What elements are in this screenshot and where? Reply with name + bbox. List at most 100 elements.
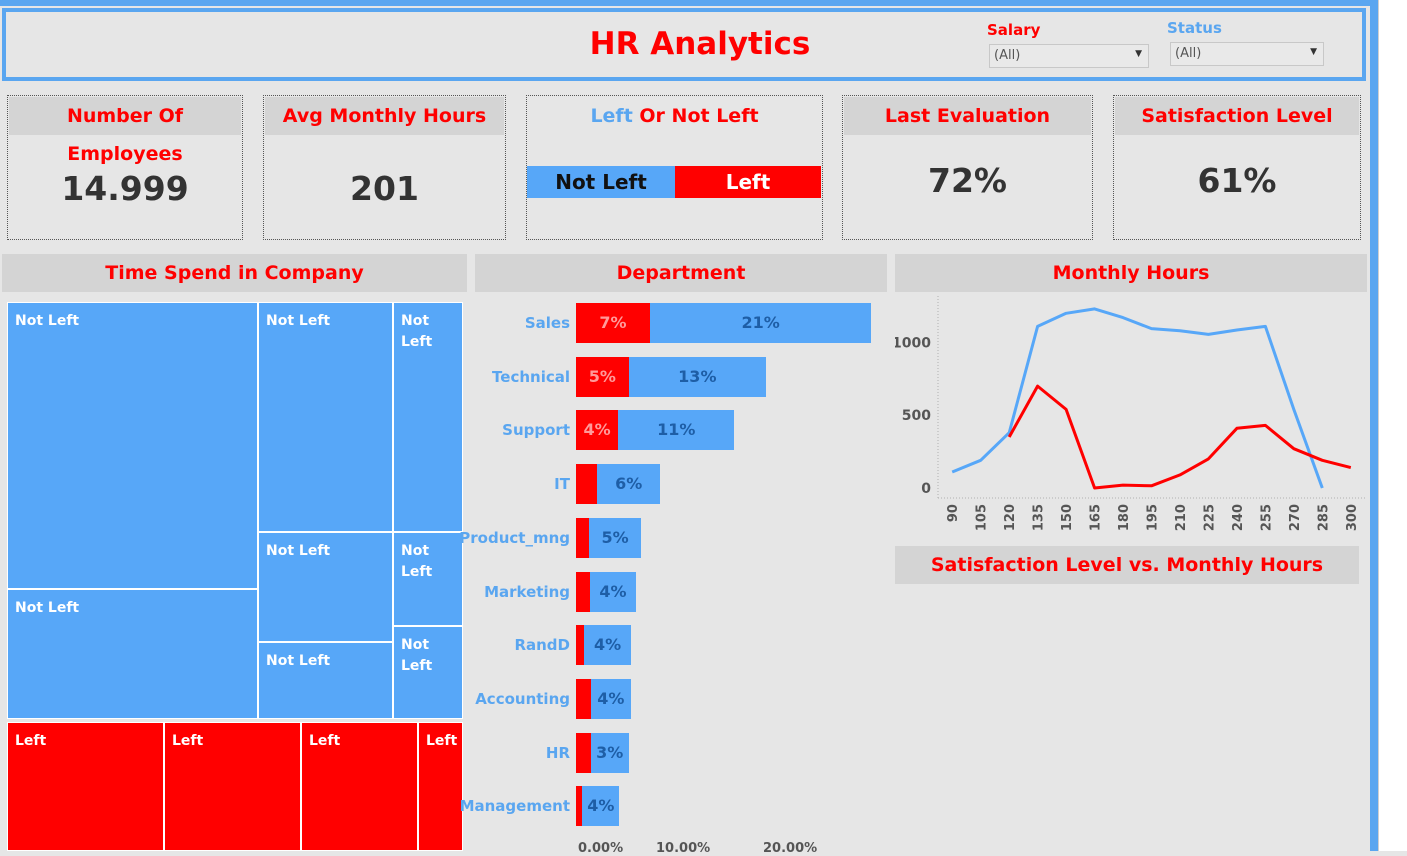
status-filter-value: (All) [1175, 46, 1202, 61]
x-tick-label: 180 [1117, 504, 1132, 531]
chevron-down-icon: ▼ [1310, 47, 1317, 57]
department-title: Department [475, 254, 887, 292]
bar-not-left-label: 13% [678, 366, 717, 386]
bar-not-left-label: 4% [599, 581, 627, 601]
treemap-cell-not-left[interactable]: Not Left [7, 302, 258, 589]
bar-left[interactable] [576, 303, 650, 343]
kpi-card-left-or-not: Left Or Not Left Not Left Left [526, 95, 823, 240]
bar-left[interactable] [576, 786, 583, 827]
bar-left[interactable] [576, 571, 590, 612]
treemap-cell-label: Left [15, 733, 47, 749]
salary-filter-label: Salary [987, 21, 1041, 39]
treemap-cell-label: Not Left [401, 313, 433, 350]
bar-not-left-label: 3% [596, 742, 624, 762]
x-tick-label: 195 [1146, 504, 1161, 531]
series-line-left [1007, 384, 1352, 490]
kpi-value: 72% [928, 161, 1007, 200]
status-filter-label: Status [1167, 19, 1222, 37]
x-tick-label: 90 [946, 504, 961, 522]
treemap-cell-label: Not Left [401, 637, 433, 674]
treemap-cell-label: Not Left [266, 543, 331, 559]
treemap-cell-left[interactable]: Left [7, 722, 164, 851]
treemap-cell-left[interactable]: Left [164, 722, 301, 851]
treemap-cell-not-left[interactable]: Not Left [393, 302, 463, 532]
bar-not-left[interactable] [584, 625, 631, 666]
treemap-cell-label: Left [426, 733, 458, 749]
bar-left[interactable] [576, 517, 589, 558]
kpi-value: 61% [1197, 161, 1277, 200]
x-tick-label: 240 [1231, 504, 1246, 531]
kpi-title-rest: Or Not Left [639, 105, 759, 127]
bar-not-left[interactable] [589, 571, 637, 612]
kpi-card-employees: Number Of Employees 14.999 [7, 95, 243, 240]
time-spend-title: Time Spend in Company [2, 254, 467, 292]
bar-not-left-label: 11% [657, 420, 696, 440]
dept-axis-tick: 20.00% [763, 841, 818, 856]
dashboard-frame-right [1370, 0, 1378, 851]
bar-not-left-label: 6% [615, 474, 643, 494]
y-tick-label: 0 [921, 481, 931, 497]
scatter-title: Satisfaction Level vs. Monthly Hours [895, 546, 1359, 584]
kpi-value: 14.999 [61, 169, 189, 208]
department-label: Support [502, 421, 570, 440]
department-label: Management [459, 797, 570, 816]
bar-not-left[interactable] [649, 303, 872, 343]
kpi-title: Left Or Not Left [527, 105, 822, 127]
treemap-cell-not-left[interactable]: Not Left [258, 302, 393, 532]
monthly-hours-title: Monthly Hours [895, 254, 1367, 292]
x-tick-label: 270 [1288, 504, 1303, 531]
treemap-cell-label: Not Left [266, 653, 331, 669]
treemap-cell-left[interactable]: Left [301, 722, 418, 851]
department-label: RandD [514, 636, 570, 655]
kpi-title: Last Evaluation [844, 97, 1091, 135]
treemap-cell-not-left[interactable]: Not Left [393, 626, 463, 719]
dept-axis-tick: 10.00% [656, 841, 711, 856]
bar-not-left-label: 4% [594, 635, 622, 655]
x-tick-label: 300 [1345, 504, 1360, 531]
treemap-cell-not-left[interactable]: Not Left [258, 642, 393, 719]
y-tick-label: 1000 [895, 335, 931, 351]
bar-not-left[interactable] [597, 464, 661, 505]
treemap-cell-left[interactable]: Left [418, 722, 463, 851]
kpi-card-evaluation: Last Evaluation 72% [842, 95, 1093, 240]
treemap-cell-not-left[interactable]: Not Left [258, 532, 393, 642]
scrollbar-track[interactable] [1378, 0, 1407, 851]
x-tick-label: 105 [975, 504, 990, 531]
dashboard-title: HR Analytics [589, 26, 811, 62]
legend-left[interactable]: Left [675, 166, 821, 198]
bar-not-left[interactable] [628, 356, 766, 397]
x-tick-label: 210 [1174, 504, 1189, 531]
bar-not-left[interactable] [590, 732, 629, 773]
bar-left-label: 5% [588, 366, 616, 386]
salary-filter-dropdown[interactable]: (All) ▼ [989, 44, 1149, 68]
bar-not-left[interactable] [588, 517, 642, 558]
x-tick-label: 285 [1316, 504, 1331, 531]
bar-not-left-label: 4% [597, 688, 625, 708]
salary-filter-value: (All) [994, 48, 1021, 63]
bar-not-left[interactable] [618, 410, 735, 451]
bar-left[interactable] [576, 356, 629, 397]
x-tick-label: 150 [1060, 504, 1075, 531]
bar-left[interactable] [576, 410, 619, 451]
dept-axis-tick: 0.00% [578, 841, 624, 856]
bar-left[interactable] [576, 464, 598, 505]
kpi-card-satisfaction: Satisfaction Level 61% [1113, 95, 1361, 240]
legend-not-left[interactable]: Not Left [527, 166, 675, 198]
bar-left-label: 4% [583, 420, 611, 440]
department-label: Accounting [475, 689, 570, 708]
bar-left[interactable] [576, 678, 591, 719]
status-filter-dropdown[interactable]: (All) ▼ [1170, 42, 1324, 66]
bar-left-label: 7% [599, 313, 627, 332]
treemap-cell-not-left[interactable]: Not Left [393, 532, 463, 626]
kpi-title: Avg Monthly Hours [265, 97, 504, 135]
bar-left[interactable] [576, 625, 585, 666]
kpi-card-monthly-hours: Avg Monthly Hours 201 [263, 95, 506, 240]
series-line-not-left [951, 307, 1324, 489]
department-label: Marketing [484, 582, 570, 601]
bar-not-left-label: 4% [587, 796, 615, 816]
chevron-down-icon: ▼ [1135, 49, 1142, 59]
bar-not-left[interactable] [582, 786, 620, 827]
bar-not-left[interactable] [590, 678, 631, 719]
bar-left[interactable] [576, 732, 591, 773]
treemap-cell-not-left[interactable]: Not Left [7, 589, 258, 719]
